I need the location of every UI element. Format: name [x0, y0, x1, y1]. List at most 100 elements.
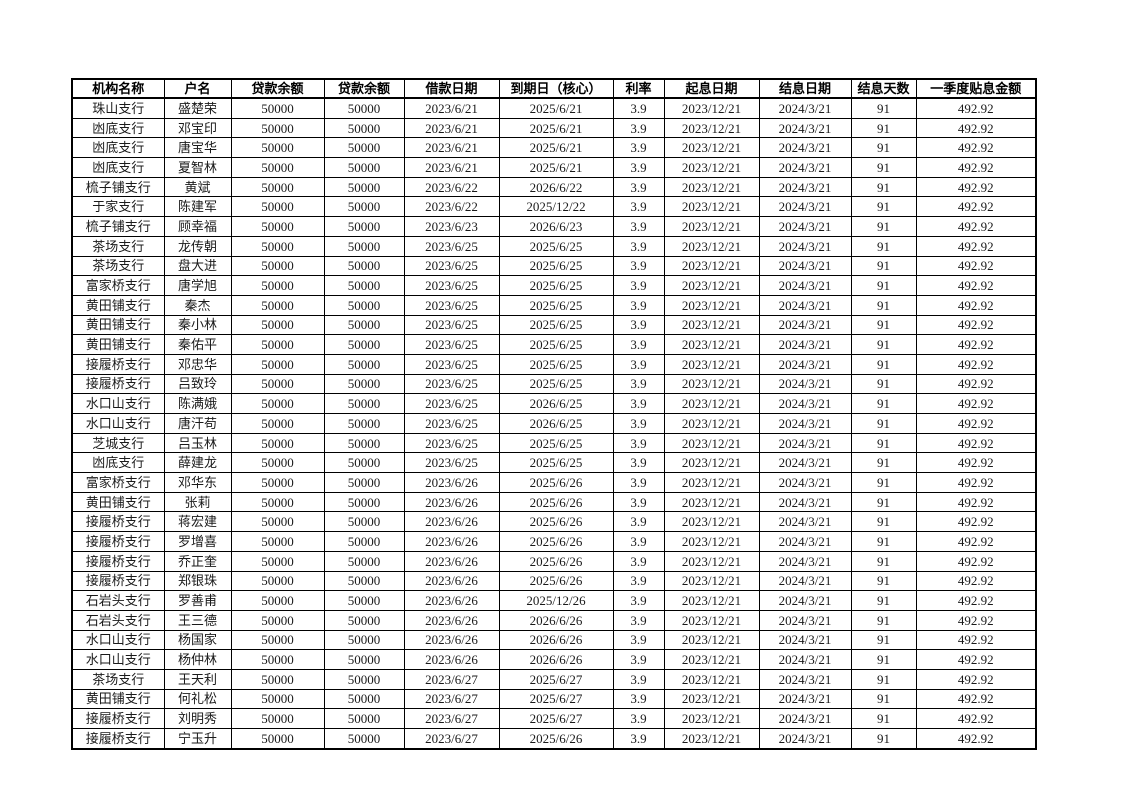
- table-cell: 50000: [323, 275, 405, 296]
- table-cell: 91: [850, 550, 917, 572]
- table-cell: 黄田铺支行: [71, 491, 165, 513]
- table-cell: 2026/6/22: [498, 176, 614, 198]
- table-cell: 3.9: [612, 550, 665, 572]
- table-cell: 2023/6/26: [403, 472, 500, 493]
- table-cell: 91: [850, 255, 917, 277]
- table-cell: 2024/3/21: [758, 609, 852, 631]
- table-cell: 水口山支行: [71, 413, 165, 434]
- table-cell: 2023/6/27: [403, 708, 500, 729]
- table-cell: 2023/6/25: [403, 353, 500, 375]
- table-cell: 唐学旭: [163, 275, 232, 296]
- table-cell: 50000: [230, 452, 325, 474]
- table-cell: 2023/12/21: [663, 472, 760, 493]
- table-cell: 3.9: [612, 235, 665, 257]
- table-cell: 492.92: [915, 629, 1037, 651]
- table-cell: 492.92: [915, 235, 1037, 257]
- table-cell: 91: [850, 393, 917, 414]
- table-row: 凼底支行 薛建龙 50000 50000 2023/6/25 2025/6/25 3.9 20…: [71, 452, 1037, 474]
- table-cell: 2023/6/25: [403, 452, 500, 474]
- table-cell: 宁玉升: [163, 727, 232, 750]
- table-cell: 50000: [323, 294, 405, 316]
- column-header: 利率: [612, 78, 665, 99]
- table-cell: 50000: [230, 432, 325, 454]
- table-row: 接履桥支行 蒋宏建 50000 50000 2023/6/26 2025/6/26 3.9 2…: [71, 511, 1037, 533]
- table-cell: 2024/3/21: [758, 570, 852, 592]
- table-cell: 富家桥支行: [71, 275, 165, 296]
- table-row: 茶场支行 龙传朝 50000 50000 2023/6/25 2025/6/25 3.9 20…: [71, 235, 1037, 257]
- table-cell: 2025/6/27: [498, 688, 614, 710]
- table-cell: 3.9: [612, 432, 665, 454]
- table-cell: 接履桥支行: [71, 570, 165, 592]
- table-cell: 91: [850, 413, 917, 434]
- table-row: 茶场支行 王天利 50000 50000 2023/6/27 2025/6/27 3.9 20…: [71, 668, 1037, 690]
- table-cell: 芝城支行: [71, 432, 165, 454]
- table-cell: 3.9: [612, 413, 665, 434]
- table-cell: 茶场支行: [71, 255, 165, 277]
- table-cell: 2023/6/21: [403, 157, 500, 178]
- table-cell: 2023/6/26: [403, 649, 500, 670]
- table-cell: 492.92: [915, 609, 1037, 631]
- table-cell: 2023/12/21: [663, 550, 760, 572]
- table-cell: 50000: [323, 727, 405, 750]
- table-cell: 2023/6/26: [403, 550, 500, 572]
- column-header: 户名: [163, 78, 232, 99]
- table-cell: 2023/12/21: [663, 275, 760, 296]
- table-cell: 50000: [230, 649, 325, 670]
- table-cell: 50000: [323, 649, 405, 670]
- table-row: 梳子铺支行 黄斌 50000 50000 2023/6/22 2026/6/22 3.9 20…: [71, 176, 1037, 198]
- table-cell: 492.92: [915, 97, 1037, 119]
- table-cell: 2025/6/25: [498, 294, 614, 316]
- table-cell: 50000: [230, 413, 325, 434]
- table-cell: 50000: [323, 511, 405, 533]
- table-cell: 91: [850, 137, 917, 159]
- table-cell: 2024/3/21: [758, 590, 852, 611]
- table-cell: 2025/6/21: [498, 137, 614, 159]
- table-cell: 2023/12/21: [663, 590, 760, 611]
- table-cell: 2024/3/21: [758, 373, 852, 395]
- table-cell: 2023/12/21: [663, 609, 760, 631]
- table-cell: 492.92: [915, 590, 1037, 611]
- table-cell: 2023/12/21: [663, 373, 760, 395]
- table-cell: 接履桥支行: [71, 373, 165, 395]
- table-cell: 2024/3/21: [758, 97, 852, 119]
- table-cell: 492.92: [915, 255, 1037, 277]
- table-cell: 91: [850, 373, 917, 395]
- table-cell: 2025/6/26: [498, 472, 614, 493]
- table-cell: 2023/12/21: [663, 216, 760, 237]
- table-cell: 50000: [323, 157, 405, 178]
- table-cell: 50000: [230, 629, 325, 651]
- table-cell: 石岩头支行: [71, 609, 165, 631]
- table-cell: 50000: [323, 393, 405, 414]
- table-cell: 492.92: [915, 373, 1037, 395]
- table-cell: 492.92: [915, 176, 1037, 198]
- table-row: 石岩头支行 王三德 50000 50000 2023/6/26 2026/6/26 3.9 2…: [71, 609, 1037, 631]
- table-cell: 2025/6/25: [498, 314, 614, 336]
- table-cell: 2023/12/21: [663, 157, 760, 178]
- column-header: 起息日期: [663, 78, 760, 99]
- table-cell: 2024/3/21: [758, 235, 852, 257]
- table-cell: 盘大进: [163, 255, 232, 277]
- table-cell: 50000: [323, 235, 405, 257]
- table-row: 黄田铺支行 秦杰 50000 50000 2023/6/25 2025/6/25 3.9 20…: [71, 294, 1037, 316]
- table-cell: 50000: [230, 117, 325, 139]
- table-cell: 3.9: [612, 216, 665, 237]
- table-cell: 2024/3/21: [758, 196, 852, 218]
- table-cell: 2025/6/26: [498, 550, 614, 572]
- table-cell: 富家桥支行: [71, 472, 165, 493]
- column-header: 机构名称: [71, 78, 165, 99]
- table-cell: 龙传朝: [163, 235, 232, 257]
- table-cell: 2023/12/21: [663, 255, 760, 277]
- table-cell: 夏智林: [163, 157, 232, 178]
- table-cell: 2024/3/21: [758, 472, 852, 493]
- table-cell: 3.9: [612, 452, 665, 474]
- table-cell: 于家支行: [71, 196, 165, 218]
- table-cell: 3.9: [612, 353, 665, 375]
- table-cell: 492.92: [915, 727, 1037, 750]
- table-cell: 2023/12/21: [663, 629, 760, 651]
- table-cell: 2025/6/26: [498, 491, 614, 513]
- table-cell: 2023/6/27: [403, 688, 500, 710]
- table-cell: 2025/6/25: [498, 235, 614, 257]
- table-cell: 3.9: [612, 668, 665, 690]
- table-cell: 2024/3/21: [758, 511, 852, 533]
- table-cell: 2025/6/21: [498, 97, 614, 119]
